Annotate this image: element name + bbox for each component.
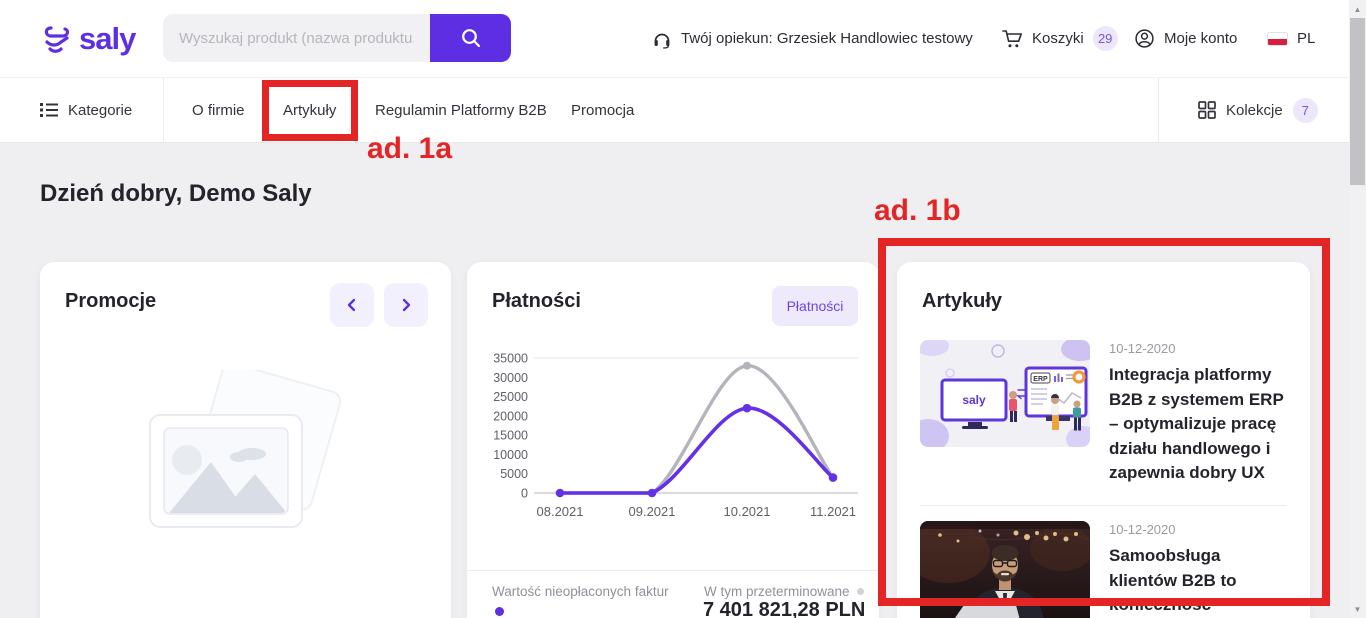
logo[interactable]: saly [40,0,136,77]
search-bar [163,14,511,62]
overdue-group: W tym przeterminowane [704,584,864,599]
header: saly Twój opiekun: Grz [0,0,1366,77]
nav-item-label: Regulamin Platformy B2B [375,101,547,119]
payments-chart: 0 5000 10000 15000 20000 25000 30000 35000 08.20… [493,352,858,519]
article-row-samoobsluga[interactable]: 10-12-2020 Samoobsługa klientów B2B to k… [920,521,1287,618]
collections-count-badge: 7 [1292,97,1318,123]
account-manager-label: Twój opiekun: Grzesiek Handlowiec testow… [681,30,973,47]
categories-label: Kategorie [68,101,133,119]
article-date: 10-12-2020 [1109,522,1176,537]
my-account-button[interactable]: Moje konto [1134,0,1237,77]
person-icon [1134,28,1155,49]
categories-button[interactable]: Kategorie [40,78,132,142]
search-icon [460,27,482,49]
overdue-value: 7 401 821,28 PLN [703,599,866,618]
account-manager[interactable]: Twój opiekun: Grzesiek Handlowiec testow… [652,0,973,77]
scrollbar-thumb[interactable] [1350,18,1365,185]
grid-icon [1198,101,1216,119]
promos-card: Promocje [40,262,451,618]
svg-text:10.2021: 10.2021 [724,504,771,519]
search-button[interactable] [430,14,511,62]
svg-text:25000: 25000 [493,390,528,404]
article-title: Samoobsługa klientów B2B to konieczność [1109,546,1237,614]
payments-title: Płatności [492,290,581,312]
purple-dot-icon [495,607,504,616]
payments-card: Płatności Płatności 0 5000 10000 15000 20000… [467,262,879,618]
articles-divider [920,505,1287,506]
promos-title: Promocje [65,290,157,312]
nav-item-regulamin[interactable]: Regulamin Platformy B2B [375,78,547,142]
svg-text:35000: 35000 [493,352,528,366]
article-date: 10-12-2020 [1109,341,1176,356]
search-input[interactable] [163,14,430,62]
annotation-label-1b: ad. 1b [874,194,961,227]
svg-text:08.2021: 08.2021 [537,504,584,519]
nav-divider-left [163,78,164,142]
nav-item-label: Promocja [571,101,635,119]
payments-button[interactable]: Płatności [772,286,858,326]
nav-item-label: O firmie [192,101,245,119]
overdue-label: W tym przeterminowane [704,584,850,599]
articles-title: Artykuły [922,290,1003,312]
svg-text:ERP: ERP [1033,376,1048,383]
carts-button[interactable]: Koszyki 29 [1001,0,1118,77]
article-thumbnail-erp-illustration: saly ERP [920,340,1090,447]
my-account-label: Moje konto [1164,30,1238,47]
main-nav: Kategorie O firmie Artykuły Regulamin Pl… [0,77,1366,143]
unpaid-invoices-label: Wartość nieopłaconych faktur [492,584,669,599]
svg-text:30000: 30000 [493,371,528,385]
svg-text:11.2021: 11.2021 [810,504,856,519]
article-row-erp[interactable]: saly ERP [920,340,1287,505]
nav-item-promocja[interactable]: Promocja [571,78,634,142]
scrollbar-up-arrow[interactable]: ▲ [1353,4,1362,14]
chevron-right-icon [399,297,413,313]
collections-label: Kolekcje [1226,101,1283,119]
svg-text:5000: 5000 [500,467,528,481]
carousel-next-button[interactable] [384,283,428,327]
svg-text:20000: 20000 [493,409,528,423]
greeting-heading: Dzień dobry, Demo Saly [40,180,312,207]
headset-icon [652,29,672,49]
svg-text:saly: saly [962,393,986,407]
nav-item-artykuly[interactable]: Artykuły [283,78,336,142]
svg-text:10000: 10000 [493,448,528,462]
svg-text:0: 0 [521,487,528,501]
nav-item-o-firmie[interactable]: O firmie [192,78,245,142]
carts-label: Koszyki [1032,30,1084,47]
article-title: Integracja platformy B2B z systemem ERP … [1109,365,1284,482]
scrollbar-down-arrow[interactable]: ▼ [1353,604,1362,614]
cart-icon [1001,28,1023,49]
vertical-scrollbar: ▲ ▼ [1349,0,1366,618]
article-thumbnail-businessman-photo [920,521,1090,618]
image-placeholder-icon [135,370,350,545]
payments-divider [467,570,879,571]
nav-item-label: Artykuły [283,101,337,119]
logo-text: saly [79,20,136,56]
language-switcher[interactable]: PL [1267,0,1315,77]
collections-button[interactable]: Kolekcje 7 [1198,78,1318,142]
language-label: PL [1297,30,1316,47]
svg-text:09.2021: 09.2021 [629,504,676,519]
saly-cart-icon [40,24,74,54]
poland-flag-icon [1267,31,1288,46]
articles-card: Artykuły saly [897,262,1310,618]
gray-dot-icon [856,588,864,595]
list-icon [40,102,58,118]
carousel-prev-button[interactable] [330,283,374,327]
chevron-left-icon [345,297,359,313]
svg-text:15000: 15000 [493,429,528,443]
nav-divider-right [1158,78,1159,142]
carts-count-badge: 29 [1092,26,1118,51]
